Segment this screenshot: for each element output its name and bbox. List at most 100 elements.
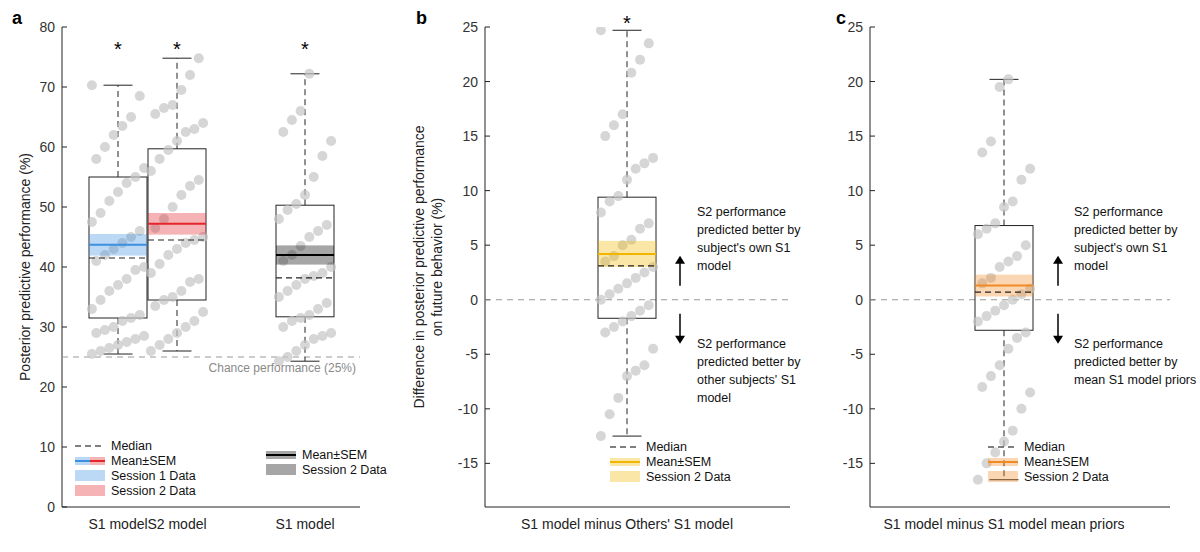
data-point	[973, 475, 983, 485]
median-line	[276, 277, 334, 278]
data-point	[113, 280, 123, 290]
arrow-head	[675, 336, 685, 344]
median-line	[89, 257, 147, 258]
annotation: model	[1074, 259, 1108, 273]
y-tick	[870, 81, 875, 82]
whisker-cap	[104, 85, 133, 86]
legend-swatch	[266, 454, 296, 456]
legend-swatch	[610, 446, 640, 447]
data-point	[198, 307, 208, 317]
data-point	[322, 298, 332, 308]
data-point	[278, 322, 288, 332]
legend-label: Session 2 Data	[302, 463, 387, 477]
legend-swatch	[988, 446, 1018, 447]
annotation: mean S1 model priors	[1074, 373, 1196, 387]
panel-label: a	[12, 8, 23, 28]
y-tick-label: 15	[847, 128, 863, 144]
significance: *	[114, 38, 122, 60]
y-tick	[62, 447, 67, 448]
reference-label: Chance performance (25%)	[209, 361, 356, 375]
data-point	[163, 334, 173, 344]
data-point	[87, 80, 97, 90]
y-tick-label: 20	[39, 379, 55, 395]
box	[276, 205, 334, 317]
legend-swatch	[90, 457, 105, 465]
legend-label: Session 2 Data	[111, 484, 196, 498]
data-point	[130, 334, 140, 344]
data-point	[973, 229, 983, 239]
data-point	[122, 178, 132, 188]
data-point	[150, 109, 160, 119]
data-point	[117, 121, 127, 131]
data-point	[309, 334, 319, 344]
mean-line	[598, 253, 656, 255]
data-point	[1016, 404, 1026, 414]
x-axis	[870, 507, 1170, 508]
annotation: predicted better by	[697, 355, 801, 369]
marks	[62, 53, 360, 366]
data-point	[635, 306, 645, 316]
data-point	[1008, 197, 1018, 207]
data-point	[300, 274, 310, 284]
annotation: subject's own S1	[1074, 241, 1167, 255]
data-point	[172, 136, 182, 146]
data-point	[300, 190, 310, 200]
legend-label: Session 2 Data	[646, 470, 731, 484]
y-tick-label: 5	[470, 237, 478, 253]
data-point	[1012, 251, 1022, 261]
data-point	[126, 112, 136, 122]
x-tick-label: S1 model minus S1 model mean priors	[883, 516, 1124, 532]
data-point	[999, 202, 1009, 212]
arrow-shaft	[679, 262, 681, 286]
data-point	[995, 360, 1005, 370]
data-point	[622, 371, 632, 381]
data-point	[1016, 175, 1026, 185]
annotation: model	[697, 259, 731, 273]
y-tick	[485, 136, 490, 137]
data-point	[313, 304, 323, 314]
data-point	[304, 232, 314, 242]
annotation: S2 performance	[1074, 205, 1163, 219]
annotation: S2 performance	[1074, 337, 1163, 351]
significance: *	[301, 38, 309, 60]
annotation: predicted better by	[1074, 223, 1178, 237]
data-point	[596, 295, 606, 305]
data-point	[109, 322, 119, 332]
data-point	[648, 153, 658, 163]
data-point	[185, 181, 195, 191]
legend-swatch	[610, 458, 640, 466]
data-point	[146, 346, 156, 356]
data-point	[1003, 344, 1013, 354]
whisker	[118, 85, 119, 177]
y-tick-label: 0	[47, 499, 55, 515]
sem-band	[276, 245, 334, 264]
data-point	[618, 317, 628, 327]
box	[975, 226, 1033, 331]
y-tick	[870, 354, 875, 355]
data-point	[104, 286, 114, 296]
y-axis-label: Posterior predictive performance (%)	[17, 153, 33, 381]
data-point	[995, 82, 1005, 92]
y-tick	[62, 207, 67, 208]
sem-band	[598, 241, 656, 267]
data-point	[609, 322, 619, 332]
data-point	[990, 447, 1000, 457]
data-point	[104, 196, 114, 206]
legend-swatch	[90, 460, 105, 462]
y-tick-label: 20	[462, 74, 478, 90]
data-point	[648, 344, 658, 354]
data-point	[609, 120, 619, 130]
y-tick	[62, 27, 67, 28]
data-point	[130, 265, 140, 275]
data-point	[100, 325, 110, 335]
data-point	[163, 250, 173, 260]
data-point	[613, 191, 623, 201]
data-point	[1003, 74, 1013, 84]
data-point	[113, 340, 123, 350]
whisker	[305, 317, 306, 361]
data-point	[322, 220, 332, 230]
whisker-cap	[163, 351, 192, 352]
y-tick-label: 10	[847, 183, 863, 199]
whisker-cap	[104, 354, 133, 355]
y-tick-label: 40	[39, 259, 55, 275]
